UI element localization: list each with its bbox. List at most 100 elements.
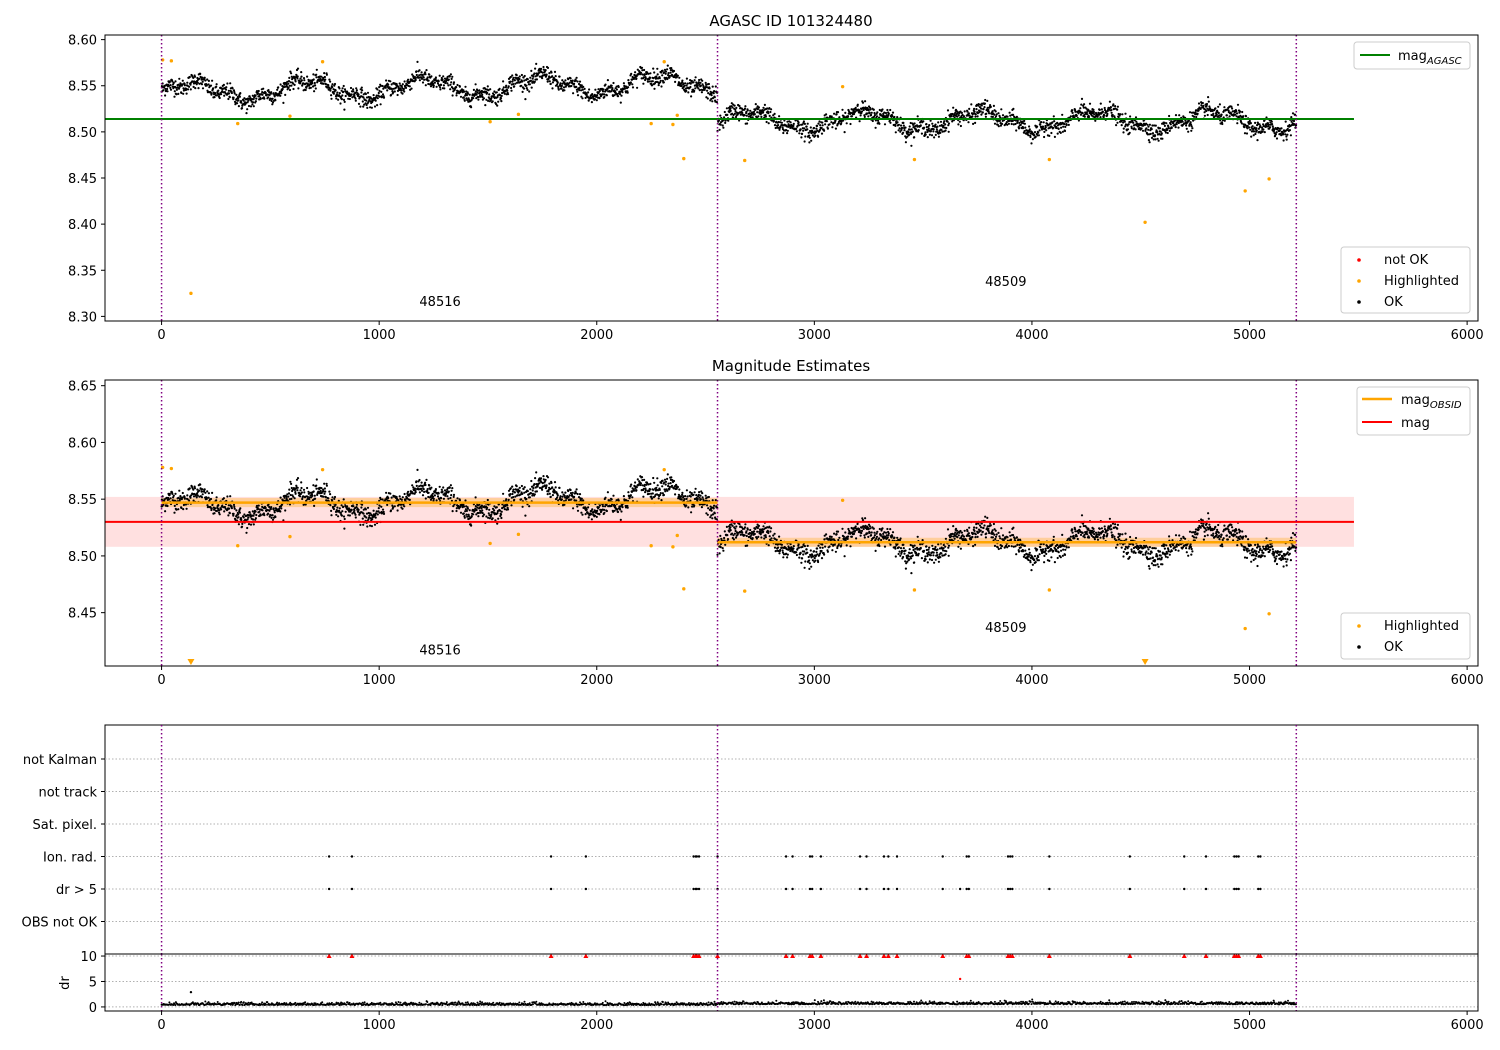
- ok-point: [1282, 139, 1285, 142]
- ok-point: [1262, 123, 1265, 126]
- ok-point: [182, 92, 185, 95]
- ok-point: [911, 130, 914, 133]
- ok-point: [424, 71, 427, 74]
- ok-point: [1040, 121, 1043, 124]
- ok-point: [863, 115, 866, 118]
- ok-point: [390, 87, 394, 91]
- ok-point: [230, 507, 233, 510]
- ok-point: [922, 126, 926, 129]
- ok-point: [700, 91, 704, 94]
- ok-point: [331, 496, 334, 499]
- ok-point: [1293, 123, 1296, 126]
- ok-point: [342, 515, 346, 518]
- ok-point: [254, 100, 257, 103]
- ok-point: [424, 73, 427, 76]
- ok-point: [1188, 111, 1192, 114]
- ok-point: [889, 108, 892, 112]
- ok-point: [619, 508, 622, 511]
- ok-point: [614, 504, 617, 507]
- ok-point: [910, 132, 913, 135]
- ok-point: [639, 482, 643, 485]
- ok-point: [293, 83, 296, 86]
- ok-point: [463, 505, 466, 508]
- ok-point: [1190, 129, 1193, 132]
- ok-point: [196, 488, 199, 491]
- ok-point: [821, 121, 824, 124]
- ok-point: [551, 87, 554, 90]
- ok-point: [401, 86, 404, 90]
- ok-point: [363, 103, 366, 106]
- ok-point: [1212, 112, 1215, 115]
- ok-point: [451, 94, 454, 97]
- ok-point: [198, 77, 201, 80]
- ok-point: [1255, 127, 1258, 130]
- ok-point: [685, 89, 688, 92]
- ok-point: [164, 94, 167, 97]
- ok-point: [368, 99, 371, 102]
- ok-point: [467, 98, 471, 101]
- ok-point: [342, 98, 346, 101]
- ok-point: [255, 90, 259, 93]
- ok-point: [518, 489, 521, 492]
- ok-point: [902, 131, 905, 134]
- ok-point: [248, 511, 251, 514]
- ok-point: [343, 108, 346, 111]
- ok-point: [1063, 123, 1066, 126]
- ok-point: [1163, 124, 1166, 127]
- ok-point: [493, 93, 496, 96]
- ok-point: [438, 74, 441, 77]
- ok-point: [320, 487, 323, 490]
- ok-point: [1277, 127, 1280, 130]
- ok-point: [342, 90, 345, 93]
- ok-point: [578, 89, 581, 92]
- ok-point: [711, 499, 714, 502]
- ok-point: [292, 495, 295, 498]
- ok-point: [562, 86, 566, 89]
- ok-point: [347, 97, 350, 100]
- ok-point: [288, 84, 291, 87]
- ok-point: [932, 130, 935, 133]
- ok-point: [209, 84, 213, 87]
- ok-point: [596, 509, 599, 512]
- ok-point: [844, 111, 847, 114]
- ok-point: [228, 92, 231, 95]
- ok-point: [169, 84, 172, 87]
- ok-point: [205, 84, 208, 87]
- ok-point: [355, 89, 358, 92]
- ok-point: [329, 89, 332, 92]
- ok-point: [1096, 115, 1099, 118]
- ok-point: [162, 89, 165, 92]
- ok-point: [523, 79, 526, 82]
- ok-point: [634, 481, 637, 484]
- ok-point: [449, 83, 452, 86]
- ok-point: [362, 523, 365, 526]
- ok-point: [933, 136, 936, 139]
- ok-point: [561, 79, 564, 82]
- ok-point: [988, 112, 991, 115]
- ok-point: [697, 87, 700, 90]
- ok-point: [1147, 128, 1150, 131]
- ok-point: [909, 121, 912, 125]
- ok-point: [685, 84, 688, 87]
- ok-point: [727, 119, 730, 122]
- ok-point: [1203, 111, 1206, 114]
- ok-point: [569, 77, 572, 80]
- ok-point: [421, 494, 425, 497]
- ok-point: [300, 71, 303, 74]
- ok-point: [561, 491, 564, 494]
- ok-point: [498, 87, 501, 90]
- ok-point: [656, 484, 659, 487]
- ok-point: [963, 110, 966, 113]
- ok-point: [289, 493, 292, 497]
- ok-point: [256, 92, 260, 95]
- ok-point: [247, 516, 250, 519]
- y-tick-label: 8.55: [68, 80, 97, 95]
- ok-point: [1252, 130, 1256, 133]
- ok-point: [1194, 111, 1197, 114]
- ok-point: [656, 477, 659, 480]
- ok-point: [541, 71, 544, 74]
- ok-point: [590, 101, 594, 104]
- ok-point: [1274, 133, 1277, 136]
- ok-point: [556, 494, 559, 497]
- ok-point: [245, 531, 248, 534]
